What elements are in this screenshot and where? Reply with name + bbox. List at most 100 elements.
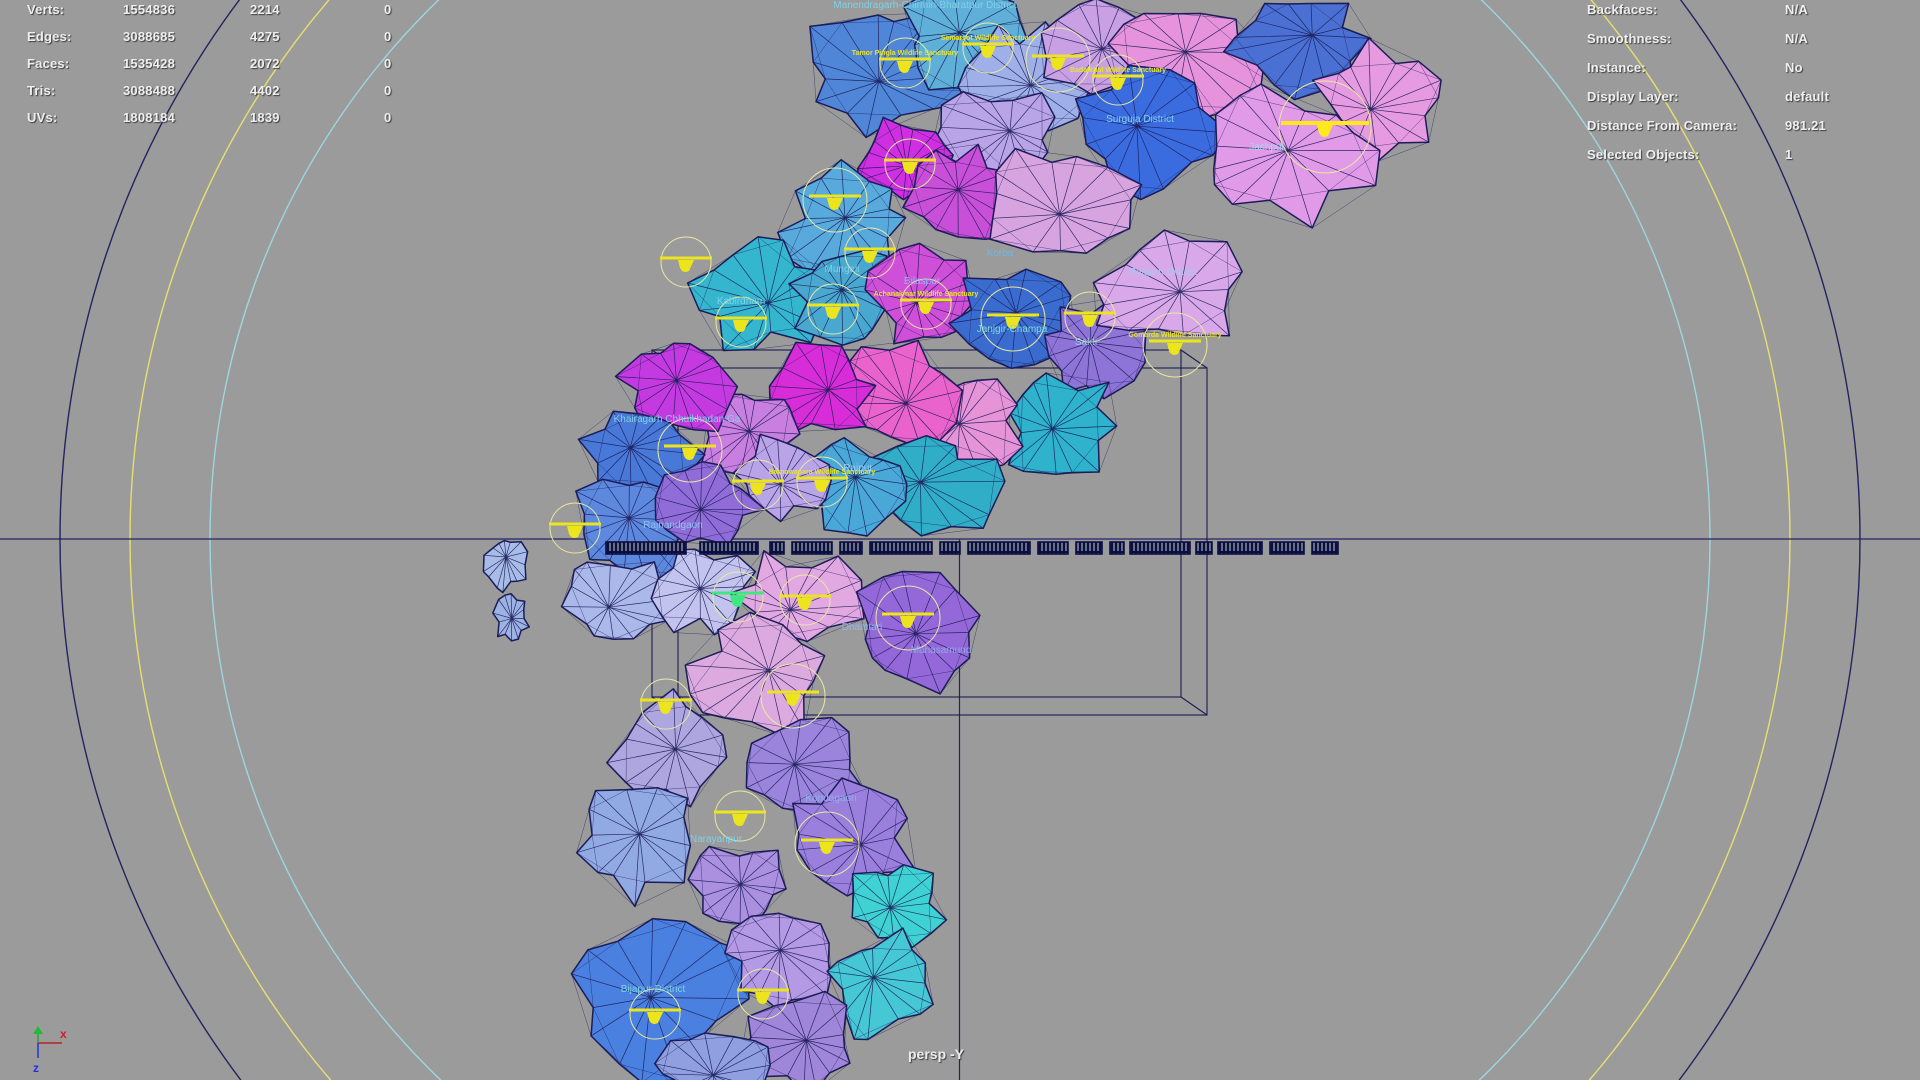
locator-marker[interactable] [715,296,767,348]
flattened-segment[interactable] [699,541,759,555]
locator-marker[interactable] [657,417,723,483]
locator-marker[interactable]: Semarsot Wildlife Sanctuary [941,22,1036,74]
district-cell[interactable] [492,592,531,642]
district-polygon[interactable] [606,688,728,808]
district-cell[interactable] [826,927,934,1041]
district-cell[interactable] [687,845,787,929]
locator-marker[interactable]: Barnawapara Wildlife Sanctuary [769,456,876,508]
flattened-segment[interactable] [605,541,687,555]
locator-marker[interactable]: Gomarda Wildlife Sanctuary [1128,312,1222,378]
flattened-segment[interactable] [1311,541,1339,555]
locator-marker[interactable] [884,138,936,190]
flattened-segment[interactable] [967,541,1031,555]
flattened-segment[interactable] [1109,541,1125,555]
district-polygon[interactable] [1212,83,1381,229]
marker-circle [1278,80,1372,174]
locator-marker[interactable] [737,968,789,1020]
x-axis-label: x [60,1027,67,1041]
district-cell[interactable] [1311,37,1442,163]
locator-marker[interactable] [807,283,859,335]
wireframe-chords [826,927,934,1040]
locator-marker[interactable] [640,678,692,730]
district-cell[interactable] [1092,229,1243,337]
locator-marker[interactable] [844,227,896,279]
flattened-segment[interactable] [769,541,785,555]
district-cell[interactable] [724,912,832,1011]
district-cell[interactable] [560,561,673,640]
marker-bar [660,256,712,260]
district-cell[interactable] [855,570,981,695]
locator-marker[interactable] [712,571,764,623]
locator-marker[interactable] [714,790,766,842]
locator-marker[interactable] [1064,291,1116,343]
marker-bar [767,690,819,694]
marker-droplet-icon [902,162,918,174]
district-mesh[interactable] [482,0,1442,1080]
district-polygon[interactable] [614,342,739,433]
district-cell[interactable] [575,786,692,908]
locator-marker[interactable] [629,988,681,1040]
flattened-segment[interactable] [1217,541,1263,555]
flattened-segment[interactable] [939,541,961,555]
locator-marker[interactable] [760,663,826,729]
locator-marker[interactable] [875,585,941,651]
district-cell[interactable] [989,147,1143,254]
district-cell[interactable] [482,539,529,594]
district-cell[interactable] [788,249,888,346]
district-polygon[interactable] [560,561,673,640]
locator-marker[interactable] [802,167,868,233]
district-cell[interactable] [1074,64,1232,201]
locator-marker[interactable] [980,286,1046,352]
wireframe-fan [856,571,981,695]
flattened-segment[interactable] [1075,541,1103,555]
flattened-segment[interactable] [791,541,833,555]
locator-marker[interactable] [660,236,712,288]
district-label: Sakti [1075,337,1097,348]
hud-label: Smoothness: [1587,31,1672,46]
locator-marker[interactable]: Achanakmar Wildlife Sanctuary [874,278,979,330]
locator-marker[interactable] [1025,27,1091,93]
marker-droplet-icon [819,842,835,854]
flattened-segment[interactable] [1195,541,1213,555]
locator-marker[interactable]: Tamor Pingla Wildlife Sanctuary [852,37,958,89]
locator-marker[interactable] [779,574,831,626]
flattened-segment[interactable] [839,541,863,555]
wireframe-fan [685,612,825,737]
locator-marker[interactable] [732,459,784,511]
district-cell[interactable] [654,460,766,546]
district-polygon[interactable] [686,236,828,352]
district-cell[interactable] [902,143,1012,240]
district-polygon[interactable] [653,1032,771,1080]
district-cell[interactable] [570,917,750,1080]
district-polygon[interactable] [826,927,934,1041]
district-cell[interactable] [614,342,739,433]
district-polygon[interactable] [654,460,766,546]
locator-marker[interactable] [549,502,601,554]
district-cell[interactable] [1212,83,1381,229]
locator-markers[interactable]: Tamor Pingla Wildlife Sanctuary Semarsot … [549,22,1372,1040]
flattened-segment[interactable] [1037,541,1069,555]
wireframe-chords [685,612,825,737]
hud-row-tris: Tris: 3088488 4402 0 [27,83,424,110]
flattened-segment[interactable] [1269,541,1305,555]
wireframe-fan [733,434,832,522]
marker-droplet-icon [755,992,771,1004]
wireframe-fan [561,561,672,640]
district-cell[interactable] [806,436,908,537]
marker-bar [640,698,692,702]
district-cell[interactable] [1007,372,1118,476]
district-cell[interactable] [851,864,948,949]
flattened-segment[interactable] [869,541,933,555]
district-label: Raigarh District [1129,267,1198,278]
district-cell[interactable] [653,1032,771,1080]
locator-marker[interactable] [1278,80,1372,174]
district-polygon[interactable] [864,242,976,345]
flattened-segment[interactable] [1129,541,1191,555]
marker-circle [640,678,692,730]
locator-marker[interactable] [794,811,860,877]
flattened-geometry-strip[interactable] [605,541,1339,555]
locator-marker[interactable]: Badalkhol Wildlife Sanctuary [1070,54,1166,106]
marker-circle [657,417,723,483]
